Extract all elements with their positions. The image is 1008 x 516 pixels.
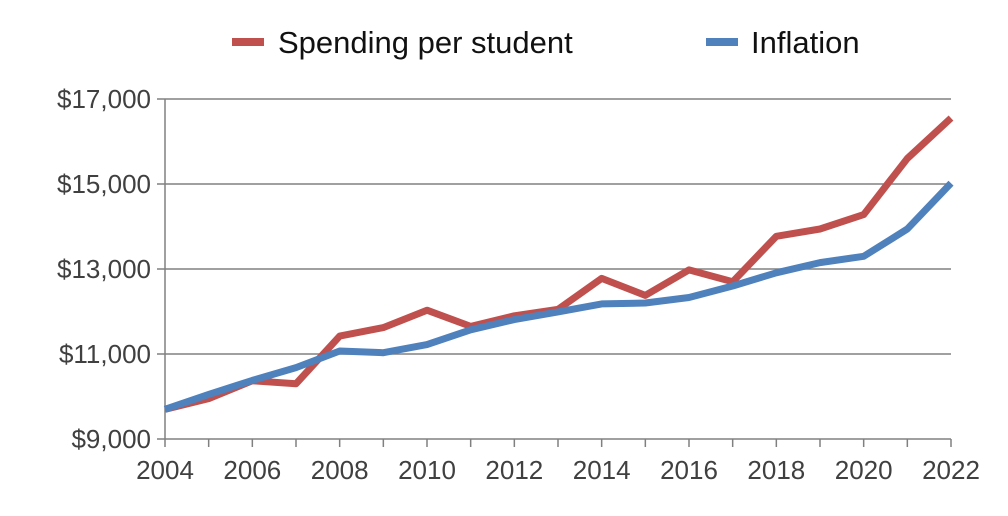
data-series [163,115,954,413]
x-tick-label: 2010 [398,455,456,485]
x-tick-label: 2006 [223,455,281,485]
legend-label-spending-per-student: Spending per student [278,25,573,60]
axes [164,99,952,447]
x-tick-label: 2012 [485,455,543,485]
x-tick-label: 2020 [835,455,893,485]
x-tick-label: 2008 [311,455,369,485]
legend-label-inflation: Inflation [751,25,860,60]
x-tick-label: 2018 [747,455,805,485]
legend: Spending per student Inflation [232,25,860,60]
y-tick-label: $13,000 [57,254,151,284]
x-tick-label: 2004 [136,455,194,485]
y-tick-label: $17,000 [57,84,151,114]
y-tick-label: $9,000 [71,424,151,454]
x-tick-label: 2014 [573,455,631,485]
y-axis-tick-labels: $9,000 $11,000 $13,000 $15,000 $17,000 [57,84,151,454]
x-tick-label: 2016 [660,455,718,485]
x-tick-label: 2022 [922,455,980,485]
series-line-inflation [163,180,954,413]
y-tick-label: $11,000 [59,339,151,369]
gridlines [157,98,951,440]
y-tick-label: $15,000 [57,169,151,199]
x-axis-tick-labels: 2004 2006 2008 2010 2012 2014 2016 2018 2020 2022 [136,455,980,485]
